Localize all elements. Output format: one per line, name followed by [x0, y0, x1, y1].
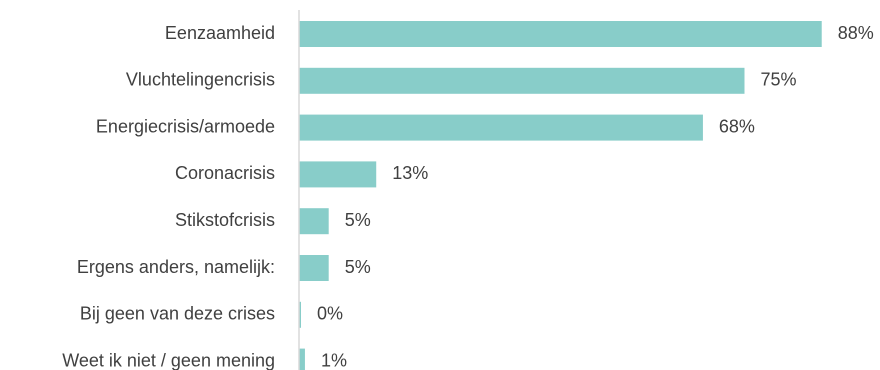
value-label: 13%	[392, 163, 428, 183]
category-label: Eenzaamheid	[165, 23, 275, 43]
value-label: 68%	[719, 116, 755, 136]
value-label: 88%	[838, 23, 874, 43]
bar-3	[299, 161, 377, 188]
bar-7	[299, 348, 305, 370]
category-label: Bij geen van deze crises	[80, 304, 275, 324]
bar-2	[299, 114, 703, 141]
value-label: 5%	[345, 210, 371, 230]
bar-4	[299, 208, 329, 235]
bar-0	[299, 21, 822, 47]
category-label: Stikstofcrisis	[175, 210, 275, 230]
category-label: Energiecrisis/armoede	[96, 116, 275, 136]
bar-6	[299, 301, 301, 328]
value-label: 1%	[321, 350, 347, 370]
category-label: Coronacrisis	[175, 163, 275, 183]
value-label: 0%	[317, 304, 343, 324]
value-labels-group: 88% 75% 68% 13% 5% 5% 0% 1%	[317, 23, 874, 370]
value-label: 75%	[761, 70, 797, 90]
bar-1	[299, 67, 745, 94]
value-label: 5%	[345, 257, 371, 277]
category-label: Weet ik niet / geen mening	[62, 350, 275, 370]
category-label: Ergens anders, namelijk:	[77, 257, 275, 277]
bar-5	[299, 255, 329, 281]
category-label: Vluchtelingencrisis	[126, 70, 275, 90]
category-labels-group: Eenzaamheid Vluchtelingencrisis Energiecri…	[62, 23, 275, 370]
bars-group	[299, 21, 822, 370]
